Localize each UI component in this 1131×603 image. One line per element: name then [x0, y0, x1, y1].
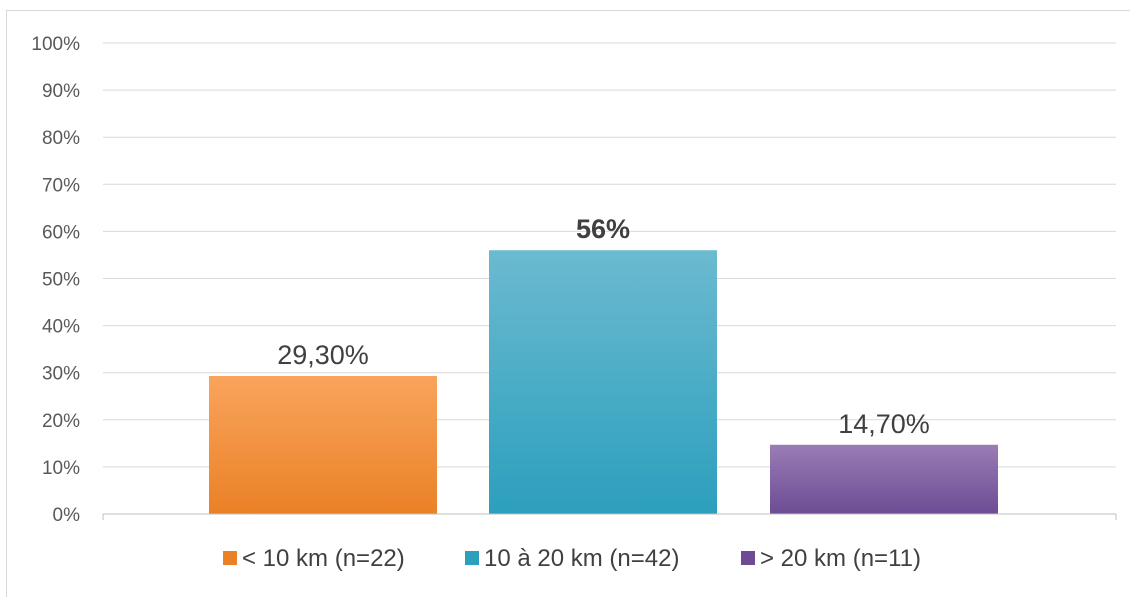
bar: [489, 250, 717, 515]
y-tick-label: 40%: [42, 317, 80, 338]
data-label: 56%: [576, 214, 630, 244]
y-tick-label: 60%: [42, 222, 80, 243]
y-tick-label: 20%: [42, 411, 80, 432]
legend: < 10 km (n=22) 10 à 20 km (n=42) > 20 km (…: [223, 545, 921, 572]
legend-label: < 10 km (n=22): [242, 545, 405, 572]
x-axis: [102, 513, 1117, 520]
y-tick-label: 50%: [42, 270, 80, 291]
y-tick-label: 10%: [42, 458, 80, 479]
legend-swatch: [741, 551, 755, 565]
y-tick-label: 30%: [42, 364, 80, 385]
data-label: 14,70%: [838, 409, 930, 439]
y-tick-label: 90%: [42, 81, 80, 102]
legend-swatch: [223, 551, 237, 565]
legend-swatch: [465, 551, 479, 565]
chart-area: 0% 10% 20% 30% 40% 50% 60% 70% 80% 90% 100% 29,30%…: [6, 10, 1130, 597]
y-tick-label: 80%: [42, 128, 80, 149]
legend-label: > 20 km (n=11): [760, 545, 921, 572]
data-label: 29,30%: [277, 340, 369, 370]
legend-label: 10 à 20 km (n=42): [484, 545, 679, 572]
y-tick-label: 0%: [53, 505, 81, 526]
y-tick-label: 100%: [31, 34, 80, 55]
bar: [209, 375, 437, 514]
bar-chart: 0% 10% 20% 30% 40% 50% 60% 70% 80% 90% 100% 29,30%…: [31, 34, 1117, 572]
bars: [209, 250, 998, 515]
y-axis-ticks: 0% 10% 20% 30% 40% 50% 60% 70% 80% 90% 100%: [31, 34, 80, 526]
y-tick-label: 70%: [42, 175, 80, 196]
data-labels: 29,30% 56% 14,70%: [277, 214, 930, 439]
bar: [770, 444, 998, 514]
